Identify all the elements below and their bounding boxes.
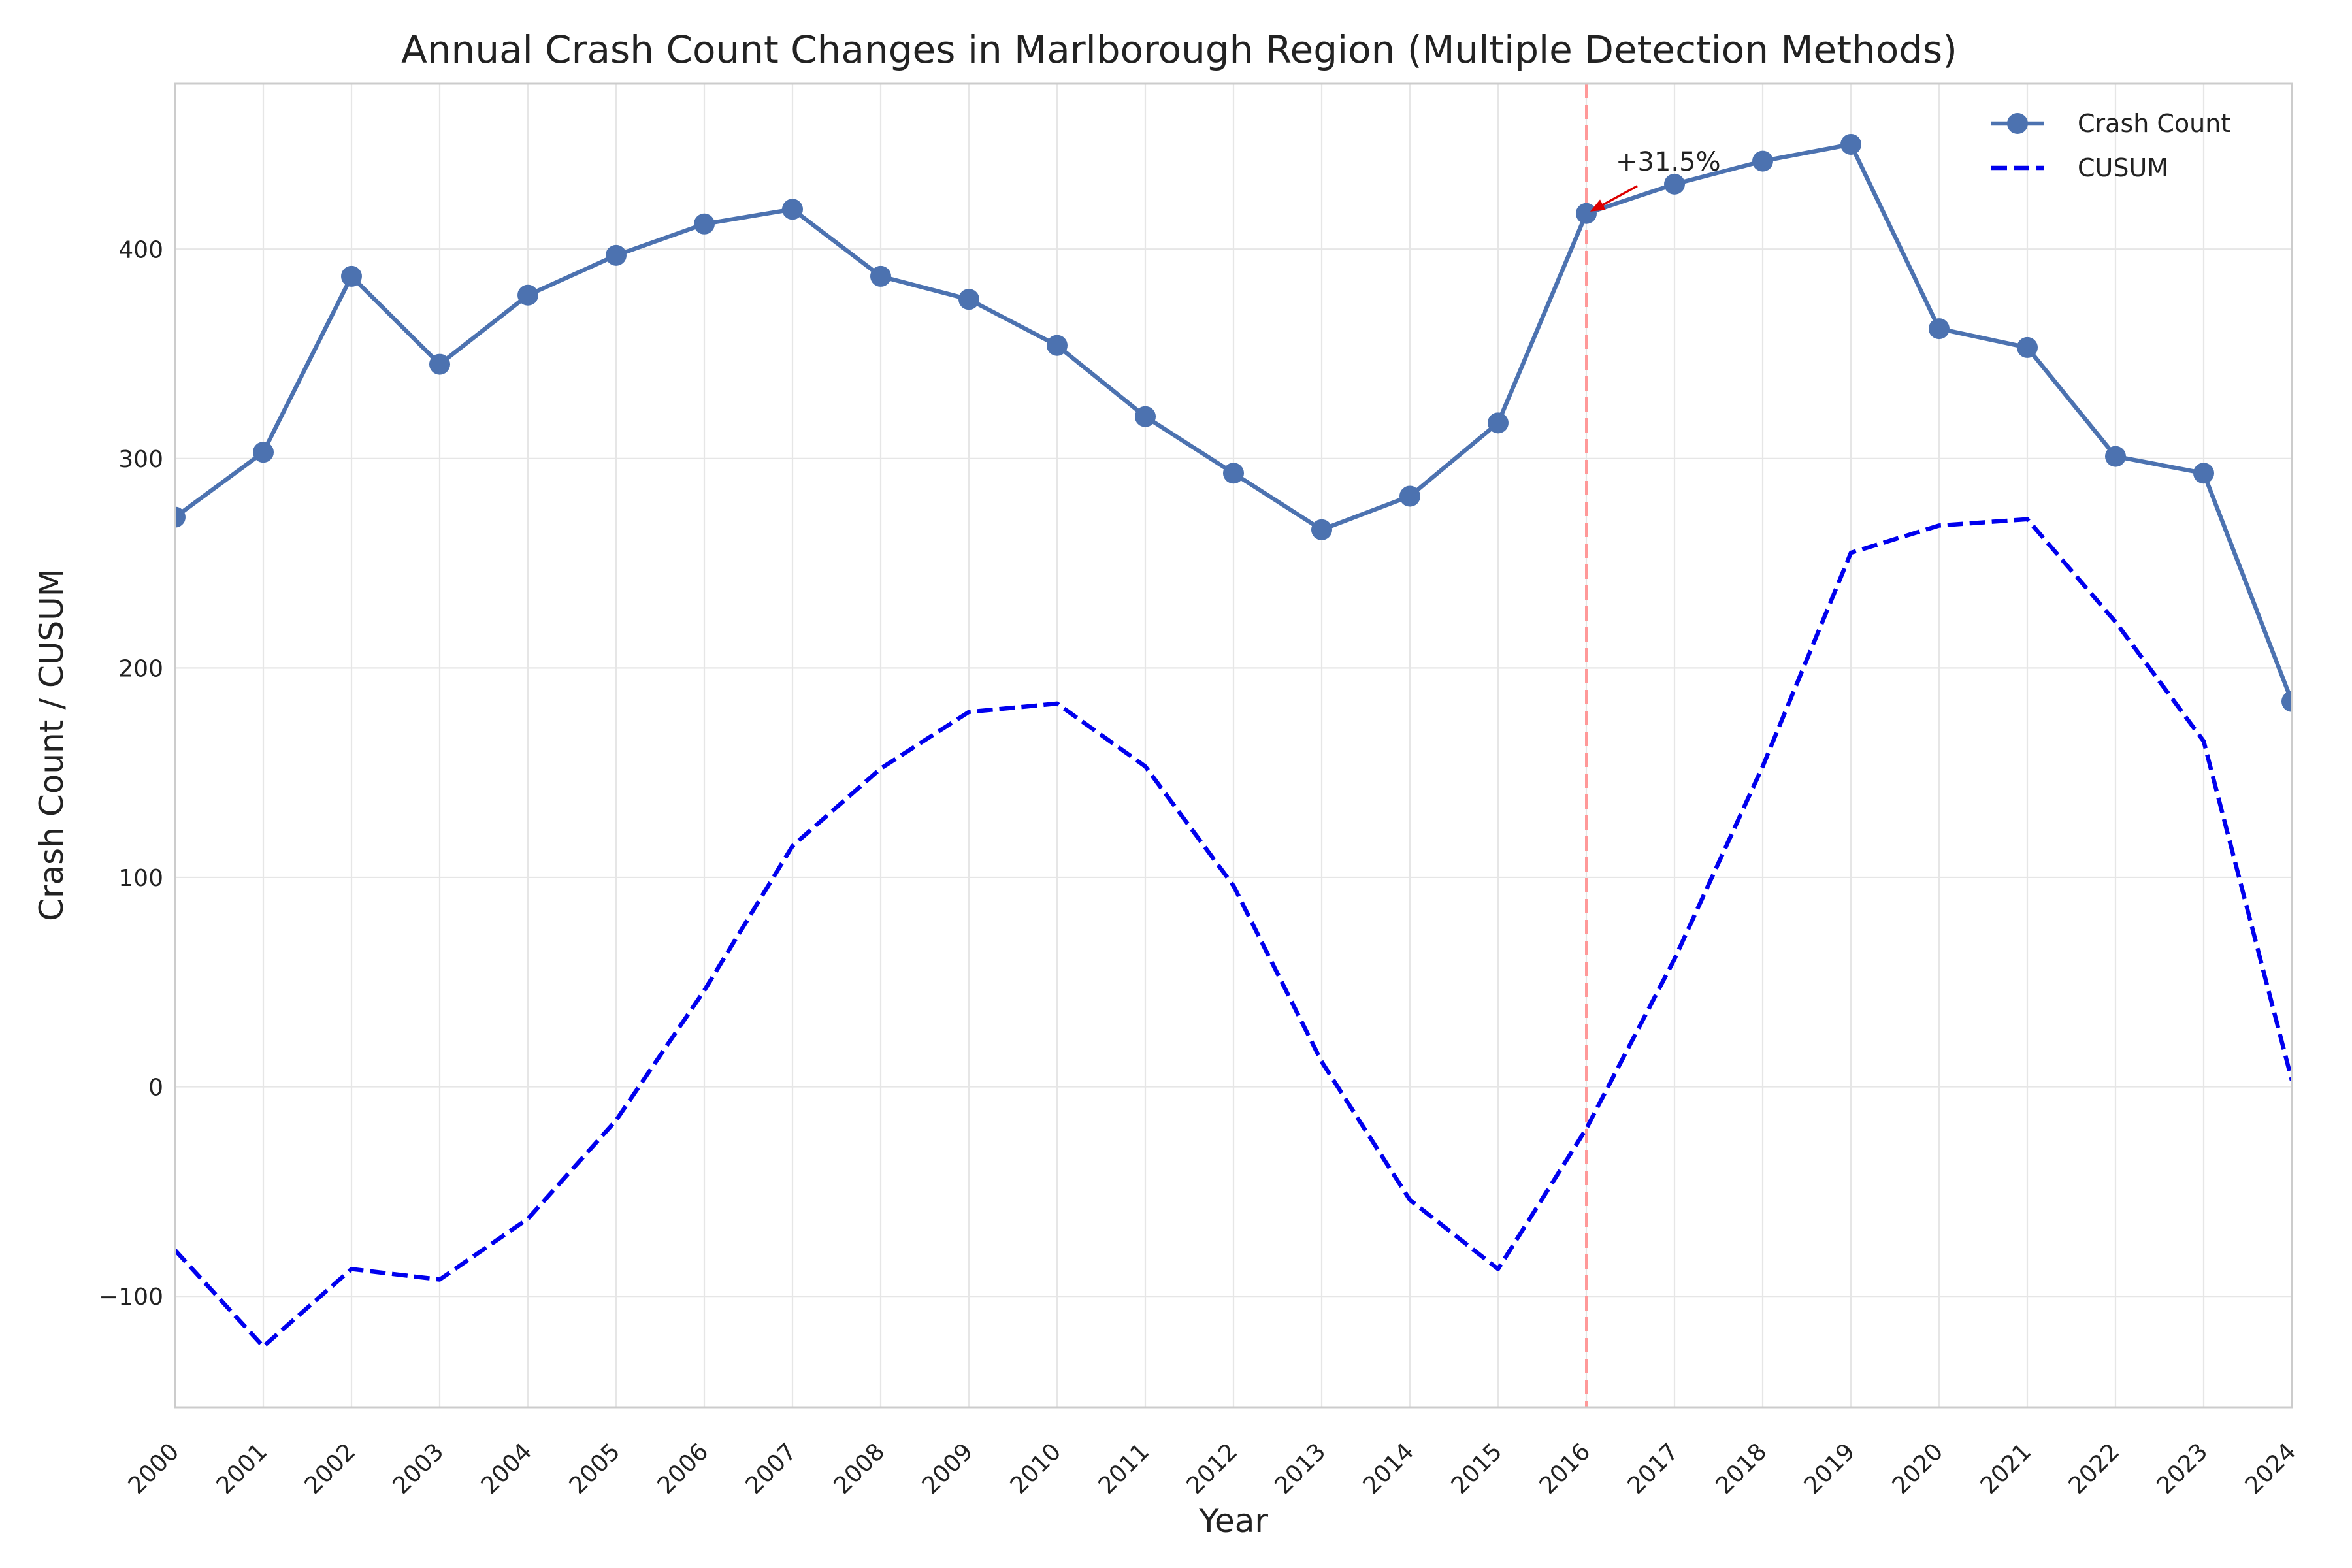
annotation-layer: +31.5% xyxy=(1590,147,1721,212)
legend-cusum-label: CUSUM xyxy=(2078,154,2168,182)
crash-count-marker xyxy=(1311,519,1332,540)
crash-count-marker xyxy=(2193,463,2214,484)
y-tick-label: 200 xyxy=(118,655,163,682)
crash-count-marker xyxy=(1223,463,1244,484)
annotation-label: +31.5% xyxy=(1616,147,1721,177)
y-tick-label: 300 xyxy=(118,446,163,473)
legend-crash-count-label: Crash Count xyxy=(2078,109,2230,138)
series-layer xyxy=(175,133,2292,1349)
y-tick-label: 100 xyxy=(118,865,163,892)
annotation-arrowhead xyxy=(1590,199,1606,212)
y-axis-title: Crash Count / CUSUM xyxy=(33,568,71,921)
crash-count-marker xyxy=(1664,173,1685,195)
legend: Crash Count CUSUM xyxy=(1991,109,2230,182)
crash-count-marker xyxy=(429,353,450,375)
crash-count-marker xyxy=(1929,318,1950,340)
crash-count-marker xyxy=(958,289,979,310)
crash-count-marker xyxy=(2017,336,2038,358)
crash-count-marker xyxy=(517,284,538,306)
crash-count-marker xyxy=(2281,691,2292,712)
x-axis-title: Year xyxy=(1198,1502,1268,1540)
crash-count-marker xyxy=(1840,133,1861,155)
crash-count-marker xyxy=(253,442,274,463)
crash-count-marker xyxy=(782,199,803,220)
crash-count-marker xyxy=(1488,412,1509,434)
plot-frame xyxy=(174,82,2293,1409)
crash-count-marker xyxy=(1047,335,1068,356)
crash-count-marker xyxy=(1576,203,1597,224)
crash-count-marker xyxy=(1135,406,1156,427)
crash-count-marker xyxy=(2105,446,2126,467)
crash-count-marker xyxy=(175,506,186,528)
y-tick-label: −100 xyxy=(99,1284,163,1311)
crash-count-marker xyxy=(606,244,627,266)
crash-count-marker xyxy=(694,213,715,235)
chart-title: Annual Crash Count Changes in Marlboroug… xyxy=(401,27,1957,72)
crash-count-marker xyxy=(870,265,891,287)
cusum-line xyxy=(175,517,2292,1349)
crash-count-marker xyxy=(1752,150,1773,172)
crash-count-marker xyxy=(1399,485,1420,507)
y-axis-ticks: −100 0 100 200 300 400 xyxy=(99,237,163,1311)
crash-count-marker xyxy=(341,265,362,287)
legend-crash-count-swatch-marker xyxy=(2007,113,2028,134)
y-tick-label: 0 xyxy=(148,1075,163,1102)
y-tick-label: 400 xyxy=(118,237,163,263)
